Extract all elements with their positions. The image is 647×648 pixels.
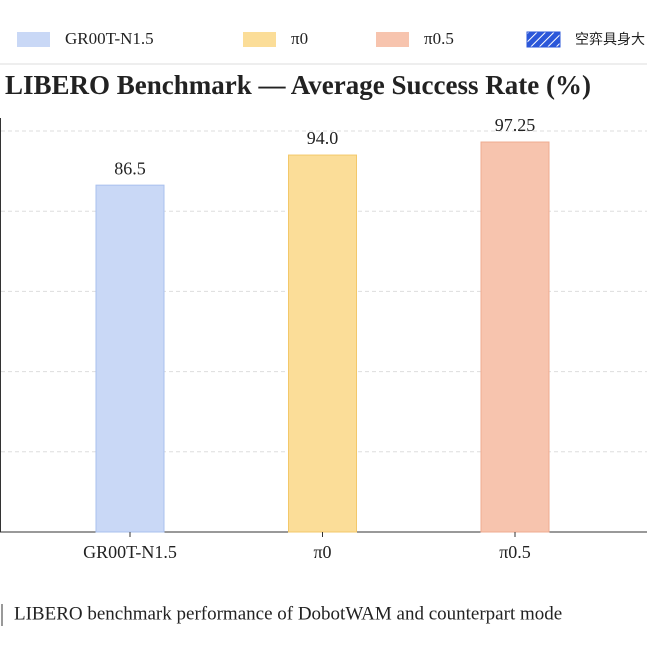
legend-swatch xyxy=(376,32,409,47)
value-label: 86.5 xyxy=(114,158,146,178)
legend-label: π0 xyxy=(291,29,308,48)
legend-label: π0.5 xyxy=(424,29,454,48)
x-tick-label: GR00T-N1.5 xyxy=(83,542,177,562)
legend-swatch xyxy=(243,32,276,47)
chart-title: LIBERO Benchmark — Average Success Rate … xyxy=(5,70,591,100)
legend-label: 空弈具身大 xyxy=(575,32,645,48)
caption: LIBERO benchmark performance of DobotWAM… xyxy=(14,603,562,624)
x-tick-label: π0 xyxy=(313,542,331,562)
bar xyxy=(95,184,165,533)
legend-swatch xyxy=(17,32,50,47)
legend-swatch xyxy=(526,31,561,48)
x-tick-label: π0.5 xyxy=(499,542,531,562)
bar xyxy=(480,141,550,533)
legend-label: GR00T-N1.5 xyxy=(65,29,154,48)
bar xyxy=(288,154,357,533)
value-label: 97.25 xyxy=(495,115,536,135)
value-label: 94.0 xyxy=(307,128,339,148)
